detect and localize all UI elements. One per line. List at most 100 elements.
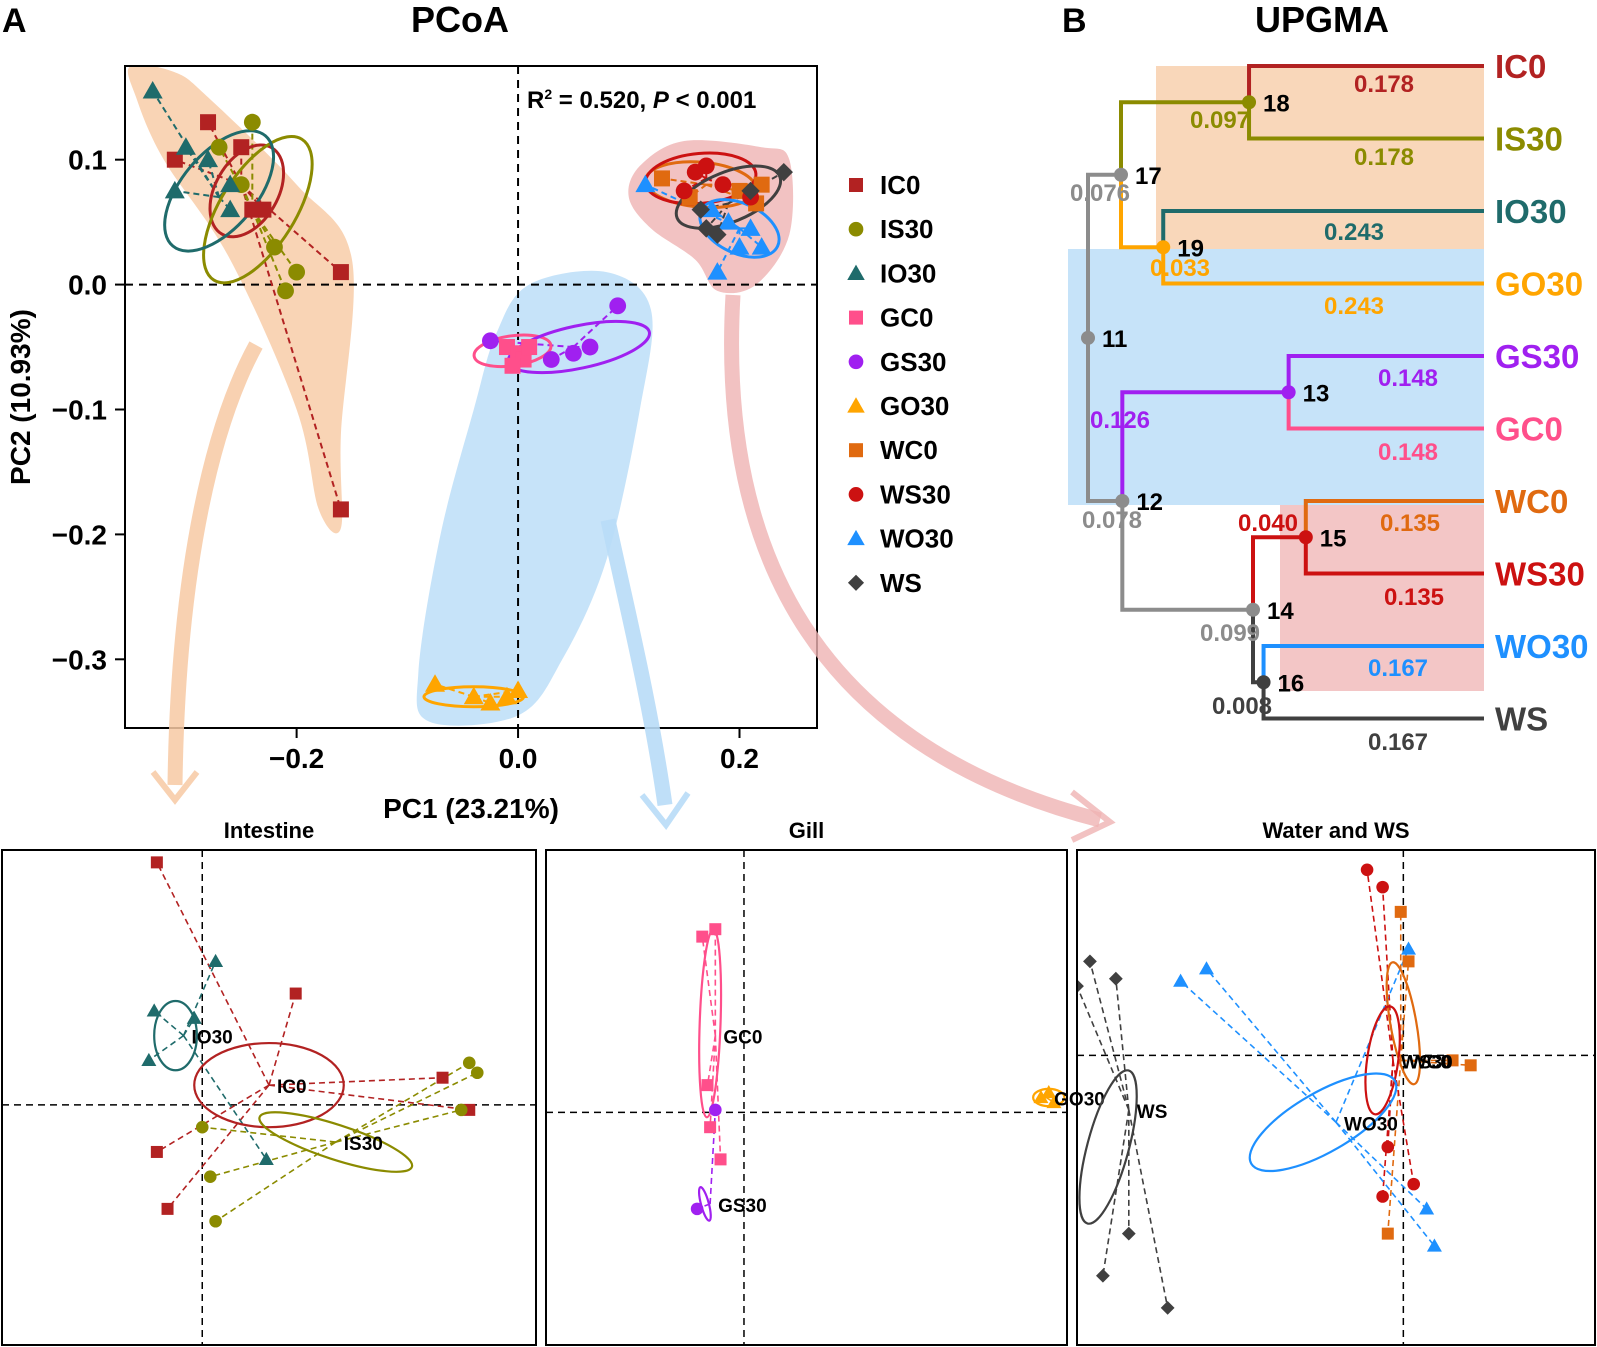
group-label-WS30: WS30 — [1401, 1052, 1453, 1073]
point-GC0-3 — [504, 357, 521, 374]
point-IS30 — [462, 1056, 476, 1070]
point-GS30 — [709, 1103, 722, 1117]
node-label-19: 19 — [1177, 235, 1204, 262]
spider-WO30 — [1205, 968, 1337, 1123]
intestine-arrow — [167, 341, 263, 786]
node-dot-18 — [1242, 95, 1257, 110]
point-WC0 — [1464, 1059, 1477, 1072]
branch-18 — [1119, 100, 1250, 175]
point-IS30 — [203, 1170, 217, 1183]
node-label-13: 13 — [1303, 380, 1330, 407]
x-tick-label: 0.2 — [720, 743, 759, 774]
spider-GC0 — [706, 1035, 717, 1086]
leaf-label-IC0: IC0 — [1495, 48, 1546, 85]
branch-IO30 — [1161, 209, 1484, 248]
spider-IO30 — [148, 1034, 185, 1062]
point-GC0 — [709, 923, 722, 936]
panel-b-letter: B — [1062, 2, 1087, 40]
branch-length-label: 0.099 — [1200, 620, 1260, 647]
spider-IS30 — [210, 1141, 336, 1178]
spider-IC0 — [268, 1084, 470, 1111]
pcoa-y-axis-label: PC2 (10.93%) — [5, 309, 36, 485]
spider-WS — [1128, 1109, 1169, 1309]
point-WC0 — [1381, 1227, 1394, 1240]
node-dot-17 — [1114, 167, 1128, 182]
node-dot-14 — [1246, 602, 1260, 617]
water-arrowhead — [1070, 789, 1116, 843]
leaf-label-WO30: WO30 — [1495, 628, 1589, 665]
branch-length-label: 0.178 — [1354, 71, 1414, 98]
branch-length-label: 0.167 — [1368, 655, 1428, 682]
spider-IC0 — [156, 862, 270, 1086]
spider-IS30-4 — [251, 209, 298, 273]
point-GO30-3 — [496, 686, 517, 705]
point-IO30 — [146, 1003, 162, 1017]
node-label-18: 18 — [1263, 90, 1290, 117]
point-WS — [1160, 1300, 1175, 1315]
legend-label-WO30: WO30 — [880, 524, 954, 554]
ellipse-WC0 — [1385, 961, 1422, 1086]
node-label-11: 11 — [1102, 326, 1127, 353]
point-WS — [1077, 979, 1084, 994]
leaf-label-IS30: IS30 — [1495, 121, 1563, 158]
point-IS30-1 — [210, 138, 228, 156]
point-IS30-0 — [243, 113, 261, 131]
point-WC0 — [1446, 1054, 1459, 1067]
point-IC0-4 — [332, 264, 349, 281]
ellipse-IO30 — [153, 999, 199, 1072]
spider-IS30 — [335, 1062, 470, 1143]
point-IO30 — [186, 1010, 202, 1024]
branch-13 — [1120, 390, 1289, 501]
point-WS-4 — [708, 225, 727, 244]
group-label-GS30: GS30 — [718, 1196, 767, 1217]
legend-label-GC0: GC0 — [880, 303, 933, 333]
leaf-label-GC0: GC0 — [1495, 411, 1563, 448]
pcoa-x-axis-label: PC1 (23.21%) — [383, 793, 559, 824]
y-tick-label: −0.3 — [52, 644, 107, 675]
point-WO30 — [1401, 941, 1417, 955]
pcoa-legend: IC0 IS30 IO30 GC0 GS30 GO30 WC0 WS30 WO30 WS — [847, 170, 954, 598]
spider-IO30 — [182, 1035, 267, 1160]
spider-IO30 — [182, 1017, 195, 1037]
point-IC0 — [150, 1145, 163, 1158]
branch-length-label: 0.126 — [1090, 407, 1150, 434]
point-WS — [1096, 1268, 1110, 1283]
branch-length-label: 0.148 — [1378, 439, 1438, 466]
point-IS30 — [470, 1066, 484, 1080]
legend-label-GO30: GO30 — [880, 391, 949, 421]
subplot-frame — [1076, 849, 1596, 1346]
spider-GC0 — [714, 1035, 722, 1160]
point-GO30-4 — [508, 680, 529, 699]
branch-length-label: 0.097 — [1190, 107, 1250, 134]
branch-17 — [1086, 172, 1121, 338]
spider-IS30 — [335, 1109, 462, 1143]
legend-marker-WS30 — [848, 487, 864, 502]
point-IO30-5 — [220, 199, 241, 218]
subplot-content — [546, 850, 1067, 1345]
tree-shade-water — [1280, 505, 1484, 691]
point-IS30-4 — [288, 263, 306, 281]
point-GO30-2 — [480, 693, 501, 711]
branch-length-label: 0.078 — [1082, 507, 1142, 534]
branch-length-label: 0.243 — [1324, 293, 1384, 320]
spider-WC0 — [1399, 961, 1410, 1061]
point-GS30-1 — [542, 351, 560, 368]
group-label-WC0: WC0 — [1409, 1052, 1451, 1073]
subplot-title: Intestine — [224, 818, 314, 843]
branch-15 — [1251, 535, 1306, 610]
spider-IO30 — [182, 961, 217, 1036]
leaf-label-GS30: GS30 — [1495, 338, 1579, 375]
point-WO30 — [1426, 1238, 1442, 1252]
node-label-15: 15 — [1320, 525, 1347, 552]
hull-gill — [416, 270, 653, 726]
leaf-label-WS: WS — [1495, 701, 1548, 738]
point-IC0 — [150, 856, 163, 869]
spider-GO30-4 — [473, 689, 519, 698]
point-IC0 — [436, 1071, 449, 1084]
legend-label-IC0: IC0 — [880, 170, 920, 200]
spider-IS30 — [215, 1141, 337, 1222]
group-label-IS30: IS30 — [344, 1134, 383, 1155]
spider-IC0 — [166, 1084, 270, 1210]
branch-length-label: 0.148 — [1378, 365, 1438, 392]
gill-subplot: Gill GC0 GS30 GO30 — [545, 818, 1105, 1346]
